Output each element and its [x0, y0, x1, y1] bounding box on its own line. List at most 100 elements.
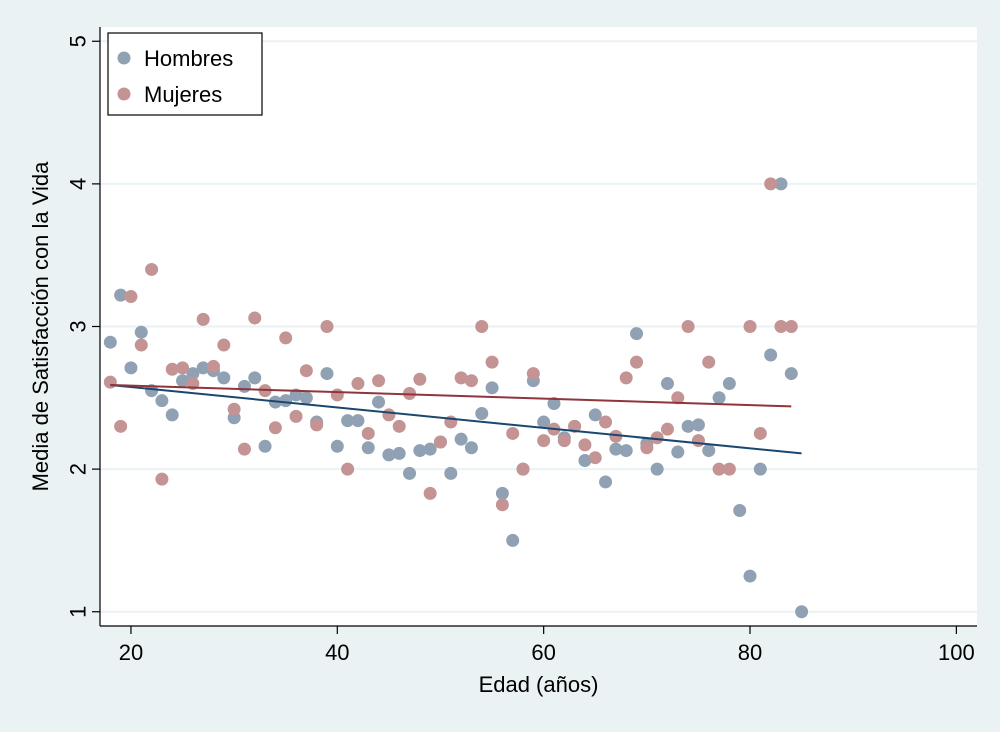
- point-hombres: [795, 605, 809, 619]
- point-hombres: [103, 335, 117, 349]
- point-mujeres: [268, 421, 282, 435]
- legend: Hombres Mujeres: [107, 32, 263, 116]
- point-hombres: [423, 442, 437, 456]
- point-hombres: [475, 406, 489, 420]
- point-mujeres: [237, 442, 251, 456]
- point-hombres: [155, 394, 169, 408]
- point-hombres: [609, 442, 623, 456]
- point-mujeres: [557, 434, 571, 448]
- point-mujeres: [588, 451, 602, 465]
- point-mujeres: [495, 498, 509, 512]
- point-mujeres: [392, 419, 406, 433]
- point-hombres: [237, 379, 251, 393]
- point-hombres: [681, 419, 695, 433]
- point-hombres: [578, 454, 592, 468]
- point-mujeres: [630, 355, 644, 369]
- point-mujeres: [289, 409, 303, 423]
- point-mujeres: [176, 361, 190, 375]
- point-hombres: [114, 288, 128, 302]
- legend-label-hombres: Hombres: [144, 46, 233, 71]
- point-mujeres: [722, 462, 736, 476]
- point-hombres: [279, 394, 293, 408]
- point-hombres: [485, 381, 499, 395]
- point-mujeres: [382, 408, 396, 422]
- point-hombres: [660, 377, 674, 391]
- legend-marker-mujeres: [117, 87, 131, 101]
- y-axis-label: Media de Satisfacción con la Vida: [28, 161, 53, 492]
- y-tick-label: 1: [66, 606, 91, 618]
- point-mujeres: [753, 426, 767, 440]
- point-mujeres: [145, 262, 159, 276]
- point-mujeres: [155, 472, 169, 486]
- point-mujeres: [702, 355, 716, 369]
- legend-label-mujeres: Mujeres: [144, 82, 222, 107]
- point-hombres: [134, 325, 148, 339]
- point-mujeres: [537, 434, 551, 448]
- point-mujeres: [134, 338, 148, 352]
- x-tick-label: 80: [738, 640, 762, 665]
- point-mujeres: [774, 320, 788, 333]
- point-hombres: [382, 448, 396, 462]
- point-mujeres: [506, 426, 520, 440]
- point-mujeres: [165, 362, 179, 376]
- point-hombres: [650, 462, 664, 476]
- point-mujeres: [671, 391, 685, 405]
- point-mujeres: [568, 419, 582, 433]
- point-mujeres: [124, 290, 138, 304]
- point-mujeres: [310, 418, 324, 432]
- point-hombres: [588, 408, 602, 422]
- point-hombres: [165, 408, 179, 422]
- point-mujeres: [599, 415, 613, 429]
- point-hombres: [774, 177, 788, 191]
- point-mujeres: [114, 419, 128, 433]
- point-mujeres: [609, 429, 623, 443]
- point-mujeres: [464, 374, 478, 388]
- y-tick-label: 2: [66, 463, 91, 475]
- point-mujeres: [372, 374, 386, 388]
- point-mujeres: [764, 177, 778, 191]
- point-hombres: [454, 432, 468, 446]
- point-hombres: [722, 377, 736, 391]
- x-tick-label: 20: [119, 640, 143, 665]
- point-mujeres: [485, 355, 499, 369]
- x-tick-label: 60: [531, 640, 555, 665]
- point-mujeres: [279, 331, 293, 345]
- point-hombres: [403, 466, 417, 480]
- point-mujeres: [475, 320, 489, 333]
- x-axis-label: Edad (años): [479, 672, 599, 697]
- point-hombres: [176, 374, 190, 388]
- point-hombres: [124, 361, 138, 375]
- point-hombres: [733, 503, 747, 517]
- point-hombres: [341, 414, 355, 428]
- point-mujeres: [351, 377, 365, 391]
- point-mujeres: [691, 434, 705, 448]
- point-mujeres: [227, 402, 241, 416]
- point-hombres: [186, 367, 200, 381]
- legend-box: [107, 32, 263, 116]
- fit-line-hombres: [110, 383, 802, 455]
- point-mujeres: [206, 359, 220, 373]
- point-hombres: [702, 444, 716, 458]
- point-hombres: [330, 439, 344, 453]
- point-mujeres: [248, 311, 262, 325]
- x-tick-label: 40: [325, 640, 349, 665]
- point-hombres: [320, 367, 334, 381]
- fit-lines: [110, 383, 802, 455]
- point-mujeres: [640, 441, 654, 455]
- point-mujeres: [681, 320, 695, 333]
- point-mujeres: [361, 426, 375, 440]
- point-hombres: [753, 462, 767, 476]
- point-hombres: [361, 441, 375, 455]
- point-hombres: [372, 395, 386, 409]
- point-mujeres: [516, 462, 530, 476]
- grid: [100, 40, 977, 613]
- fit-line-mujeres: [110, 383, 792, 408]
- point-mujeres: [330, 388, 344, 402]
- point-mujeres: [578, 438, 592, 452]
- point-hombres: [351, 414, 365, 428]
- y-tick-label: 4: [66, 178, 91, 190]
- point-mujeres: [423, 486, 437, 500]
- point-mujeres: [217, 338, 231, 352]
